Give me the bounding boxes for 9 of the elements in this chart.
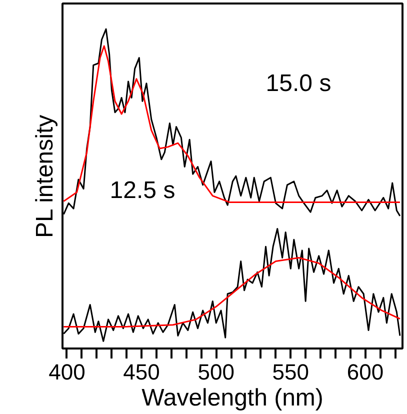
x-tick-label: 600 bbox=[346, 360, 384, 384]
annotation: 15.0 s bbox=[266, 70, 332, 97]
x-axis-title: Wavelength (nm) bbox=[142, 384, 324, 412]
y-axis-title: PL intensity bbox=[32, 114, 58, 238]
annotation: 12.5 s bbox=[110, 177, 176, 204]
x-tick-label: 450 bbox=[123, 360, 160, 384]
x-tick-label: 400 bbox=[48, 360, 86, 384]
x-tick-label: 500 bbox=[198, 360, 234, 384]
x-tick-label: 550 bbox=[272, 360, 310, 384]
